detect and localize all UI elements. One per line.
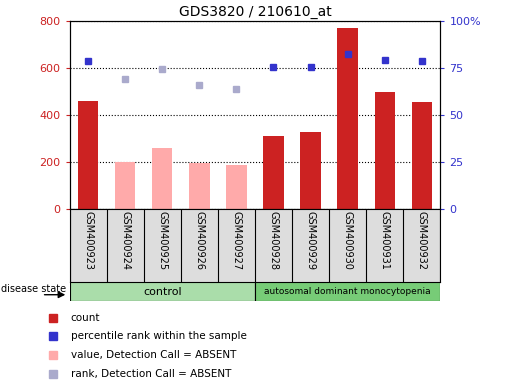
Text: GSM400927: GSM400927 (231, 212, 242, 271)
Bar (70, 282, 255, 301)
Text: rank, Detection Call = ABSENT: rank, Detection Call = ABSENT (71, 369, 231, 379)
Bar (78, 101, 98, 209)
Text: GSM400929: GSM400929 (305, 212, 316, 270)
Text: GSM400928: GSM400928 (268, 212, 279, 270)
Text: autosomal dominant monocytopenia: autosomal dominant monocytopenia (264, 287, 431, 296)
Bar (189, 164, 210, 209)
Bar (226, 165, 247, 209)
Text: GSM400924: GSM400924 (120, 212, 130, 270)
Text: GSM400930: GSM400930 (342, 212, 353, 270)
Text: percentile rank within the sample: percentile rank within the sample (71, 331, 247, 341)
Text: control: control (143, 287, 181, 297)
Bar (152, 148, 173, 209)
Bar (337, 28, 358, 209)
Text: count: count (71, 313, 100, 323)
Bar (115, 162, 135, 209)
Text: GSM400923: GSM400923 (83, 212, 93, 270)
Bar (374, 92, 395, 209)
Text: GSM400926: GSM400926 (194, 212, 204, 270)
Text: disease state: disease state (2, 284, 66, 294)
Bar (300, 132, 321, 209)
Bar (263, 136, 284, 209)
Text: value, Detection Call = ABSENT: value, Detection Call = ABSENT (71, 350, 236, 360)
Bar (255, 282, 440, 301)
Bar (411, 102, 432, 209)
Text: GSM400932: GSM400932 (417, 212, 427, 270)
Title: GDS3820 / 210610_at: GDS3820 / 210610_at (179, 5, 331, 19)
Text: GSM400931: GSM400931 (380, 212, 390, 270)
Text: GSM400925: GSM400925 (157, 212, 167, 271)
